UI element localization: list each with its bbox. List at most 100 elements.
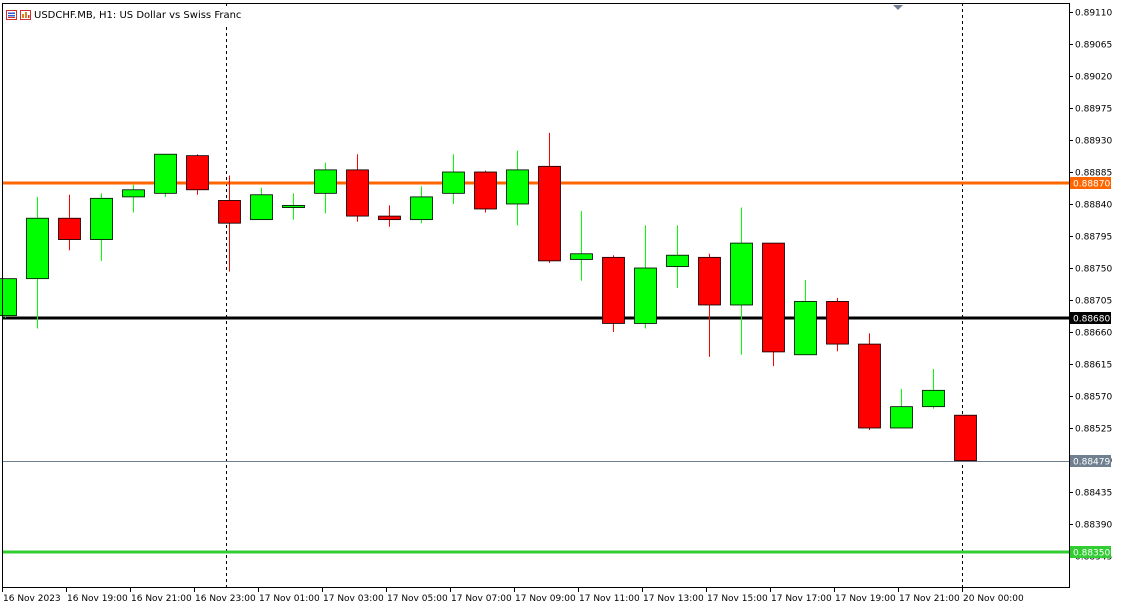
candle-11 <box>346 154 369 222</box>
triangle-down-icon[interactable] <box>893 5 903 10</box>
x-tick-label: 17 Nov 19:00 <box>835 594 896 604</box>
candle-24 <box>762 242 785 367</box>
candle-body <box>922 389 945 408</box>
candle-15 <box>474 170 497 213</box>
level-label-bg <box>1070 546 1111 558</box>
horizontal-levels <box>2 181 1069 554</box>
level-label: 0.88479 <box>1073 458 1110 468</box>
time-axis: 16 Nov 2023 16 Nov 19:00 16 Nov 21:00 16 No… <box>2 587 1024 604</box>
x-tick-label: 17 Nov 05:00 <box>387 594 448 604</box>
x-tick-label: 16 Nov 23:00 <box>195 594 256 604</box>
candle-9 <box>282 193 305 220</box>
y-tick-label: 0.88885 <box>1075 169 1112 179</box>
x-tick-label: 17 Nov 11:00 <box>579 594 640 604</box>
chart-title-text: USDCHF.MB, H1: US Dollar vs Swiss Franc <box>34 9 242 21</box>
level-label-bg <box>1070 312 1111 324</box>
candle-body <box>122 189 145 198</box>
plot-frame <box>2 3 1070 588</box>
level-label-bg <box>1070 455 1111 467</box>
y-tick-label: 0.89020 <box>1075 73 1112 83</box>
candle-body <box>506 169 529 205</box>
candle-7 <box>218 175 241 272</box>
x-tick-label: 17 Nov 15:00 <box>707 594 768 604</box>
candle-29 <box>922 368 945 409</box>
y-tick-label: 0.88975 <box>1075 105 1112 115</box>
candle-6 <box>186 154 209 195</box>
candle-body <box>26 217 49 280</box>
candle-body <box>314 169 337 194</box>
candle-21 <box>666 225 689 288</box>
y-tick-label: 0.89110 <box>1075 9 1112 19</box>
x-tick-label: 17 Nov 03:00 <box>323 594 384 604</box>
candle-body <box>826 301 849 345</box>
candle-2 <box>58 194 81 251</box>
x-tick-label: 16 Nov 21:00 <box>131 594 192 604</box>
candle-1 <box>26 196 49 329</box>
candle-body <box>218 200 241 224</box>
candle-body <box>762 242 785 353</box>
candle-body <box>858 343 881 429</box>
candle-23 <box>730 207 753 355</box>
candle-0 <box>0 278 17 318</box>
candle-14 <box>442 154 465 204</box>
candle-19 <box>602 255 625 332</box>
candle-4 <box>122 184 145 213</box>
candle-body <box>154 153 177 194</box>
candle-body <box>890 406 913 429</box>
level-label: 0.88680 <box>1073 315 1110 325</box>
candle-5 <box>154 153 177 197</box>
level-label-bg <box>1070 177 1111 189</box>
y-tick-label: 0.88795 <box>1075 233 1112 243</box>
y-tick-label: 0.89065 <box>1075 41 1112 51</box>
y-tick-label: 0.88435 <box>1075 489 1112 499</box>
y-tick-label: 0.88570 <box>1075 393 1112 403</box>
x-tick-label: 17 Nov 09:00 <box>515 594 576 604</box>
y-tick-label: 0.88840 <box>1075 201 1112 211</box>
y-tick-label: 0.88930 <box>1075 137 1112 147</box>
candle-body <box>570 253 593 260</box>
candle-body <box>538 165 561 262</box>
y-tick-label: 0.88750 <box>1075 265 1112 275</box>
candle-body <box>666 254 689 267</box>
y-tick-label: 0.88525 <box>1075 425 1112 435</box>
candle-12 <box>378 205 401 227</box>
candle-body <box>58 217 81 240</box>
candle-body <box>634 267 657 324</box>
candle-25 <box>794 280 817 356</box>
candle-28 <box>890 388 913 429</box>
candle-body <box>794 301 817 356</box>
candle-body <box>378 215 401 221</box>
x-tick-label: 17 Nov 01:00 <box>259 594 320 604</box>
candle-20 <box>634 225 657 329</box>
candle-body <box>410 196 433 221</box>
x-tick-label: 17 Nov 07:00 <box>451 594 512 604</box>
x-tick-label: 17 Nov 21:00 <box>899 594 960 604</box>
candle-26 <box>826 297 849 352</box>
candle-body <box>954 414 977 462</box>
y-tick-label: 0.88705 <box>1075 297 1112 307</box>
candle-8 <box>250 187 273 221</box>
x-tick-label: 16 Nov 19:00 <box>67 594 128 604</box>
candle-body <box>0 278 17 317</box>
chart-icon-red-orange <box>20 10 31 20</box>
candle-30 <box>954 414 977 462</box>
level-labels: 0.88870 0.88680 0.88479 0.88350 <box>1070 177 1111 559</box>
period-separators <box>226 3 963 587</box>
candle-13 <box>410 186 433 224</box>
candle-10 <box>314 162 337 214</box>
level-label: 0.88870 <box>1073 180 1110 190</box>
candle-body <box>698 256 721 306</box>
x-tick-label: 20 Nov 00:00 <box>963 594 1024 604</box>
candle-body <box>442 171 465 194</box>
candle-16 <box>506 150 529 226</box>
candle-18 <box>570 211 593 281</box>
x-tick-label: 17 Nov 13:00 <box>643 594 704 604</box>
price-axis: 0.89110 0.89065 0.89020 0.88975 0.88930 0.888… <box>1069 9 1112 563</box>
plot-border <box>2 3 1070 588</box>
candle-22 <box>698 253 721 357</box>
candle-body <box>346 169 369 217</box>
candle-body <box>602 256 625 324</box>
candle-17 <box>538 132 561 264</box>
